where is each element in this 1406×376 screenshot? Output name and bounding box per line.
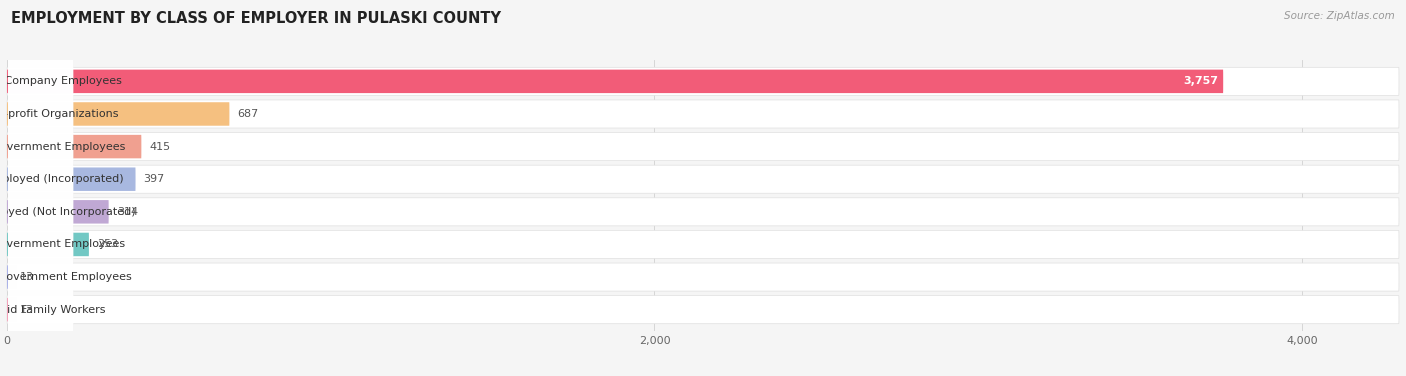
FancyBboxPatch shape [7,67,1399,96]
FancyBboxPatch shape [7,133,1399,161]
FancyBboxPatch shape [7,298,17,321]
FancyBboxPatch shape [7,296,1399,324]
Text: Private Company Employees: Private Company Employees [0,76,122,86]
Text: EMPLOYMENT BY CLASS OF EMPLOYER IN PULASKI COUNTY: EMPLOYMENT BY CLASS OF EMPLOYER IN PULAS… [11,11,502,26]
Text: Self-Employed (Incorporated): Self-Employed (Incorporated) [0,174,124,184]
FancyBboxPatch shape [8,0,73,376]
Text: 13: 13 [20,272,34,282]
FancyBboxPatch shape [7,265,17,289]
FancyBboxPatch shape [8,0,73,376]
Text: Source: ZipAtlas.com: Source: ZipAtlas.com [1284,11,1395,21]
Text: 687: 687 [238,109,259,119]
FancyBboxPatch shape [7,233,89,256]
FancyBboxPatch shape [7,198,1399,226]
Text: 397: 397 [143,174,165,184]
FancyBboxPatch shape [8,0,73,363]
Text: Local Government Employees: Local Government Employees [0,142,125,152]
Text: Self-Employed (Not Incorporated): Self-Employed (Not Incorporated) [0,207,135,217]
FancyBboxPatch shape [8,61,73,376]
FancyBboxPatch shape [8,0,73,331]
FancyBboxPatch shape [7,100,1399,128]
Text: State Government Employees: State Government Employees [0,240,125,249]
Text: Federal Government Employees: Federal Government Employees [0,272,131,282]
FancyBboxPatch shape [7,263,1399,291]
FancyBboxPatch shape [8,0,73,376]
FancyBboxPatch shape [7,230,1399,258]
Text: 314: 314 [117,207,138,217]
FancyBboxPatch shape [7,200,108,224]
Text: 415: 415 [149,142,170,152]
Text: 3,757: 3,757 [1184,76,1219,86]
FancyBboxPatch shape [8,28,73,376]
Text: 253: 253 [97,240,118,249]
FancyBboxPatch shape [7,167,135,191]
FancyBboxPatch shape [7,70,1223,93]
FancyBboxPatch shape [8,0,73,376]
Text: Not-for-profit Organizations: Not-for-profit Organizations [0,109,118,119]
FancyBboxPatch shape [7,165,1399,193]
FancyBboxPatch shape [7,135,142,158]
Text: Unpaid Family Workers: Unpaid Family Workers [0,305,105,315]
FancyBboxPatch shape [7,102,229,126]
Text: 13: 13 [20,305,34,315]
